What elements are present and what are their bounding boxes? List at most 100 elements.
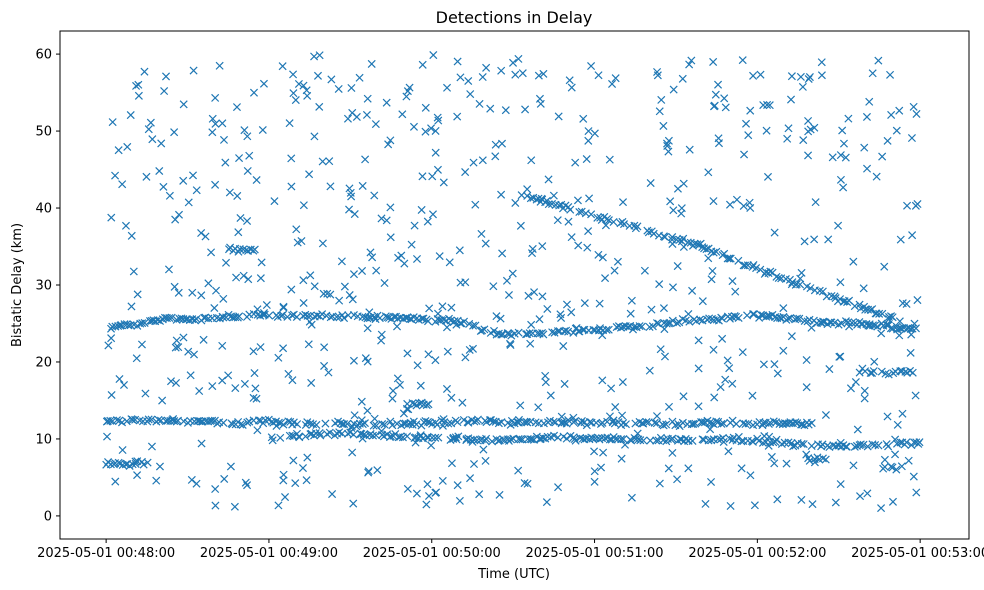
detection-point <box>243 166 252 175</box>
detection-point <box>424 400 433 409</box>
detection-point <box>886 70 895 79</box>
detection-point <box>421 417 430 426</box>
detection-point <box>875 309 884 318</box>
detection-point <box>507 435 516 444</box>
detection-point <box>103 432 112 441</box>
detection-point <box>164 265 173 274</box>
detection-point <box>326 182 335 191</box>
detection-point <box>174 343 183 352</box>
detection-point <box>279 303 288 312</box>
detection-point <box>157 139 166 148</box>
detection-point <box>363 324 372 333</box>
detection-point <box>456 278 465 287</box>
detection-point <box>594 71 603 80</box>
detection-point <box>601 434 610 443</box>
detection-point <box>279 302 288 311</box>
detection-point <box>664 136 673 145</box>
detection-point <box>431 356 440 365</box>
detection-point <box>386 203 395 212</box>
detection-point <box>343 114 352 123</box>
detection-point <box>538 242 547 251</box>
detection-point <box>221 258 231 267</box>
detection-point <box>590 467 599 476</box>
detection-point <box>327 75 336 84</box>
detection-point <box>836 438 845 447</box>
detection-point <box>564 416 573 425</box>
detection-point <box>915 438 924 447</box>
detection-point <box>478 73 487 82</box>
detection-point <box>553 216 562 225</box>
detection-point <box>567 83 576 92</box>
detection-point <box>859 440 868 449</box>
detection-point <box>608 418 617 427</box>
detection-point <box>421 103 430 112</box>
detection-point <box>262 300 271 310</box>
detection-point <box>907 133 916 143</box>
detection-point <box>170 282 179 291</box>
detection-point <box>197 291 206 300</box>
detection-point <box>144 415 153 424</box>
detection-point <box>566 205 575 214</box>
detection-point <box>174 288 183 297</box>
detection-point <box>167 313 176 322</box>
detection-point <box>310 132 319 141</box>
detection-point <box>506 340 515 349</box>
detection-point <box>698 418 707 427</box>
detection-point <box>773 369 782 378</box>
detection-point <box>549 191 558 200</box>
detection-point <box>427 441 436 450</box>
detection-point <box>850 442 859 451</box>
detection-point <box>252 394 261 403</box>
detection-point <box>478 326 487 335</box>
detection-point <box>544 175 553 184</box>
detection-point <box>626 309 635 318</box>
detection-point <box>416 381 425 390</box>
detection-point <box>475 490 484 499</box>
detection-point <box>477 229 486 238</box>
detection-point <box>797 439 806 448</box>
detection-point <box>908 368 917 377</box>
detection-point <box>288 376 297 385</box>
detection-point <box>652 436 661 445</box>
detection-point <box>465 319 474 328</box>
detection-point <box>542 498 551 507</box>
detection-point <box>695 315 704 324</box>
detection-point <box>215 61 224 70</box>
detection-point <box>403 484 412 493</box>
detection-point <box>892 465 901 474</box>
detection-point <box>668 233 677 242</box>
detection-point <box>865 320 874 329</box>
detection-point <box>744 419 753 428</box>
y-tick-label: 30 <box>35 279 52 294</box>
detection-point <box>299 81 308 90</box>
detection-point <box>716 383 725 392</box>
detection-point <box>358 181 367 190</box>
detection-point <box>550 431 559 440</box>
detection-point <box>571 158 580 167</box>
detection-point <box>516 435 525 444</box>
detection-point <box>187 475 196 484</box>
detection-point <box>104 341 113 350</box>
detection-point <box>501 106 510 115</box>
detection-point <box>650 418 659 427</box>
detection-point <box>893 325 902 334</box>
detection-point <box>121 221 130 230</box>
detection-point <box>590 477 599 486</box>
detection-point <box>580 299 589 308</box>
detection-point <box>303 453 312 462</box>
detection-point <box>635 322 644 331</box>
detection-point <box>254 416 263 425</box>
detection-point <box>633 222 642 231</box>
detection-point <box>734 313 743 322</box>
detection-point <box>913 296 922 305</box>
detection-point <box>287 285 296 294</box>
detection-point <box>620 440 630 449</box>
y-tick-label: 60 <box>35 48 52 63</box>
detection-point <box>259 309 269 318</box>
detection-point <box>377 330 386 339</box>
detection-point <box>825 365 834 374</box>
detection-point <box>714 80 723 89</box>
detection-point <box>393 322 402 331</box>
detection-point <box>132 354 141 363</box>
